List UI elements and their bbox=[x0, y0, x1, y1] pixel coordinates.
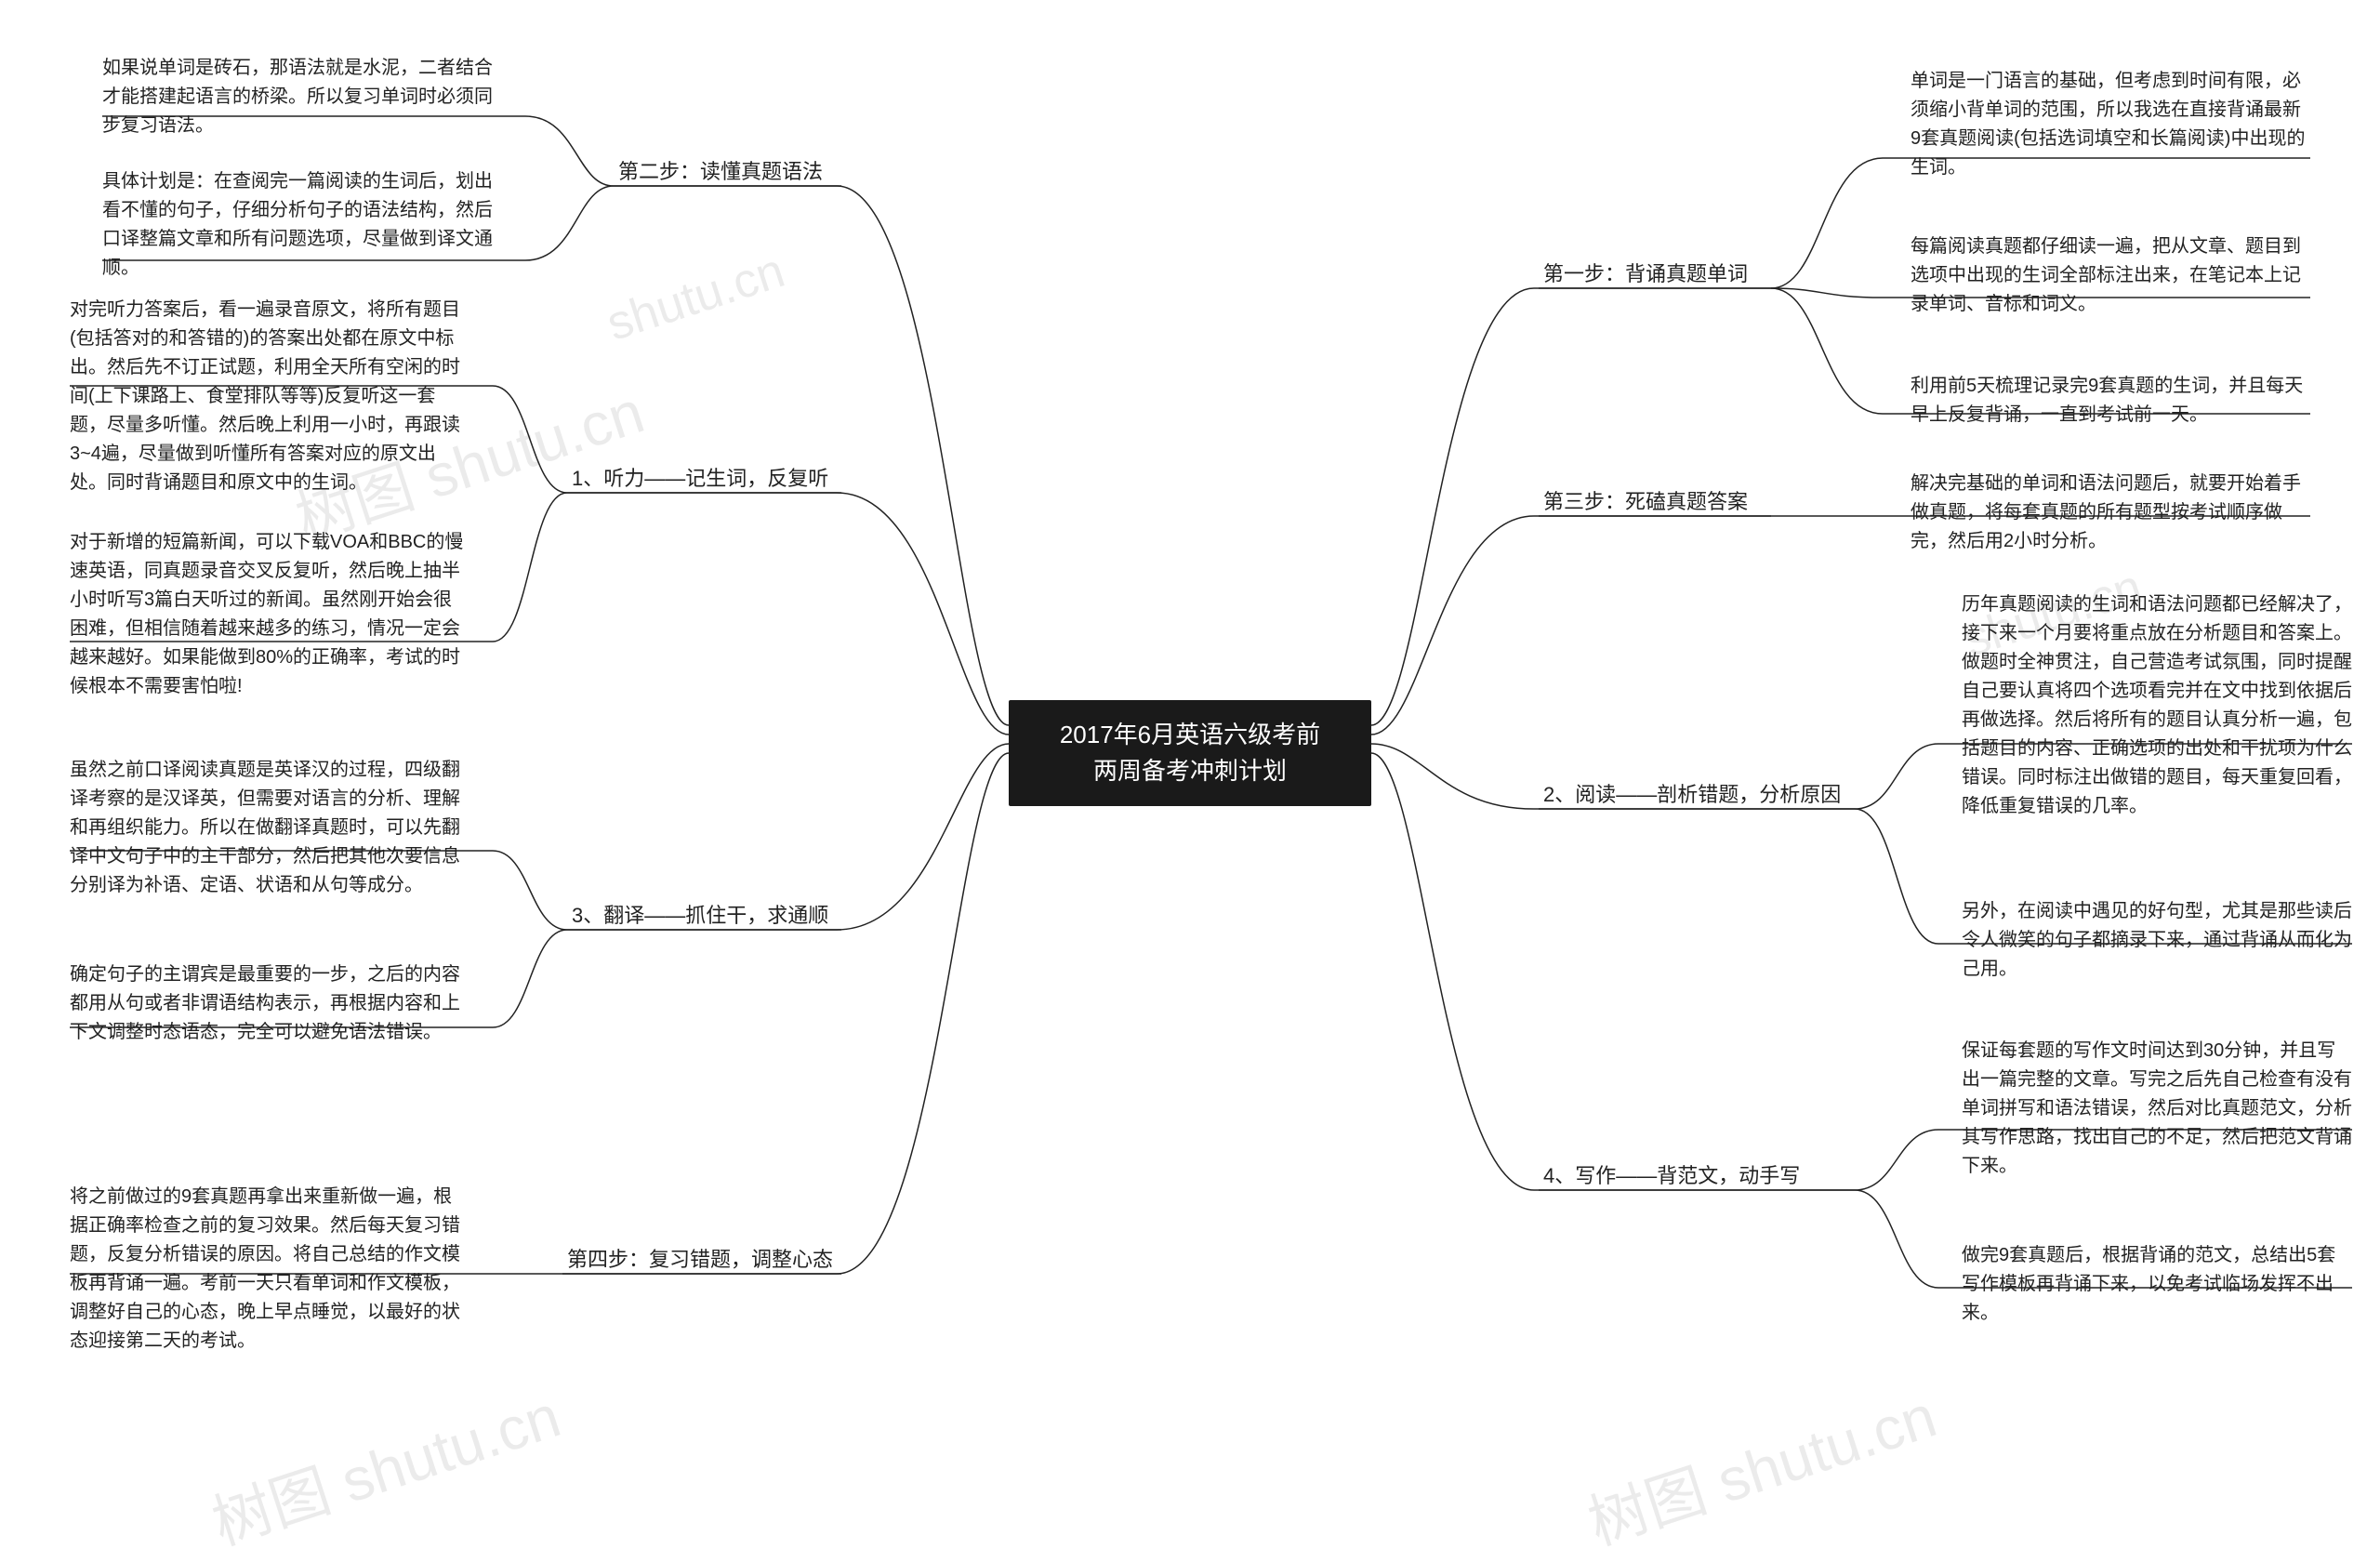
branch-left-2: 1、听力——记生词，反复听 bbox=[572, 465, 828, 494]
leaf-r2-1: 解决完基础的单词和语法问题后，就要开始着手做真题，将每套真题的所有题型按考试顺序… bbox=[1911, 470, 2310, 556]
branch-left-3: 3、翻译——抓住干，求通顺 bbox=[572, 902, 828, 931]
root-node: 2017年6月英语六级考前 两周备考冲刺计划 bbox=[1009, 700, 1371, 806]
leaf-l3-2: 确定句子的主谓宾是最重要的一步，之后的内容都用从句或者非谓语结构表示，再根据内容… bbox=[70, 960, 469, 1047]
leaf-l1-1: 如果说单词是砖石，那语法就是水泥，二者结合才能搭建起语言的桥梁。所以复习单词时必… bbox=[102, 54, 502, 140]
root-line2: 两周备考冲刺计划 bbox=[1035, 753, 1345, 789]
leaf-r3-2: 另外，在阅读中遇见的好句型，尤其是那些读后令人微笑的句子都摘录下来，通过背诵从而… bbox=[1962, 897, 2352, 984]
watermark: shutu.cn bbox=[601, 243, 791, 352]
leaf-r3-1: 历年真题阅读的生词和语法问题都已经解决了，接下来一个月要将重点放在分析题目和答案… bbox=[1962, 590, 2352, 821]
leaf-l4-1: 将之前做过的9套真题再拿出来重新做一遍，根据正确率检查之前的复习效果。然后每天复… bbox=[70, 1183, 469, 1356]
root-line1: 2017年6月英语六级考前 bbox=[1035, 717, 1345, 753]
branch-right-3: 2、阅读——剖析错题，分析原因 bbox=[1543, 781, 1841, 810]
leaf-l2-1: 对完听力答案后，看一遍录音原文，将所有题目(包括答对的和答错的)的答案出处都在原… bbox=[70, 296, 469, 497]
branch-right-4: 4、写作——背范文，动手写 bbox=[1543, 1162, 1800, 1191]
mindmap-canvas: 树图 shutu.cn shutu.cn 树图 shutu.cn 树图 shut… bbox=[0, 0, 2380, 1507]
leaf-l2-2: 对于新增的短篇新闻，可以下载VOA和BBC的慢速英语，同真题录音交叉反复听，然后… bbox=[70, 528, 469, 701]
watermark: 树图 shutu.cn bbox=[1576, 1369, 1945, 1561]
leaf-r1-2: 每篇阅读真题都仔细读一遍，把从文章、题目到选项中出现的生词全部标注出来，在笔记本… bbox=[1911, 232, 2310, 319]
leaf-r4-1: 保证每套题的写作文时间达到30分钟，并且写出一篇完整的文章。写完之后先自己检查有… bbox=[1962, 1037, 2352, 1181]
leaf-r1-1: 单词是一门语言的基础，但考虑到时间有限，必须缩小背单词的范围，所以我选在直接背诵… bbox=[1911, 67, 2310, 182]
watermark: 树图 shutu.cn bbox=[200, 1369, 569, 1561]
leaf-r1-3: 利用前5天梳理记录完9套真题的生词，并且每天早上反复背诵，一直到考试前一天。 bbox=[1911, 372, 2310, 430]
leaf-l3-1: 虽然之前口译阅读真题是英译汉的过程，四级翻译考察的是汉译英，但需要对语言的分析、… bbox=[70, 756, 469, 900]
branch-right-2: 第三步：死磕真题答案 bbox=[1543, 488, 1748, 517]
leaf-l1-2: 具体计划是：在查阅完一篇阅读的生词后，划出看不懂的句子，仔细分析句子的语法结构，… bbox=[102, 167, 502, 283]
branch-left-4: 第四步：复习错题，调整心态 bbox=[567, 1246, 833, 1275]
leaf-r4-2: 做完9套真题后，根据背诵的范文，总结出5套写作模板再背诵下来，以免考试临场发挥不… bbox=[1962, 1241, 2352, 1328]
branch-left-1: 第二步：读懂真题语法 bbox=[618, 158, 823, 187]
branch-right-1: 第一步：背诵真题单词 bbox=[1543, 260, 1748, 289]
